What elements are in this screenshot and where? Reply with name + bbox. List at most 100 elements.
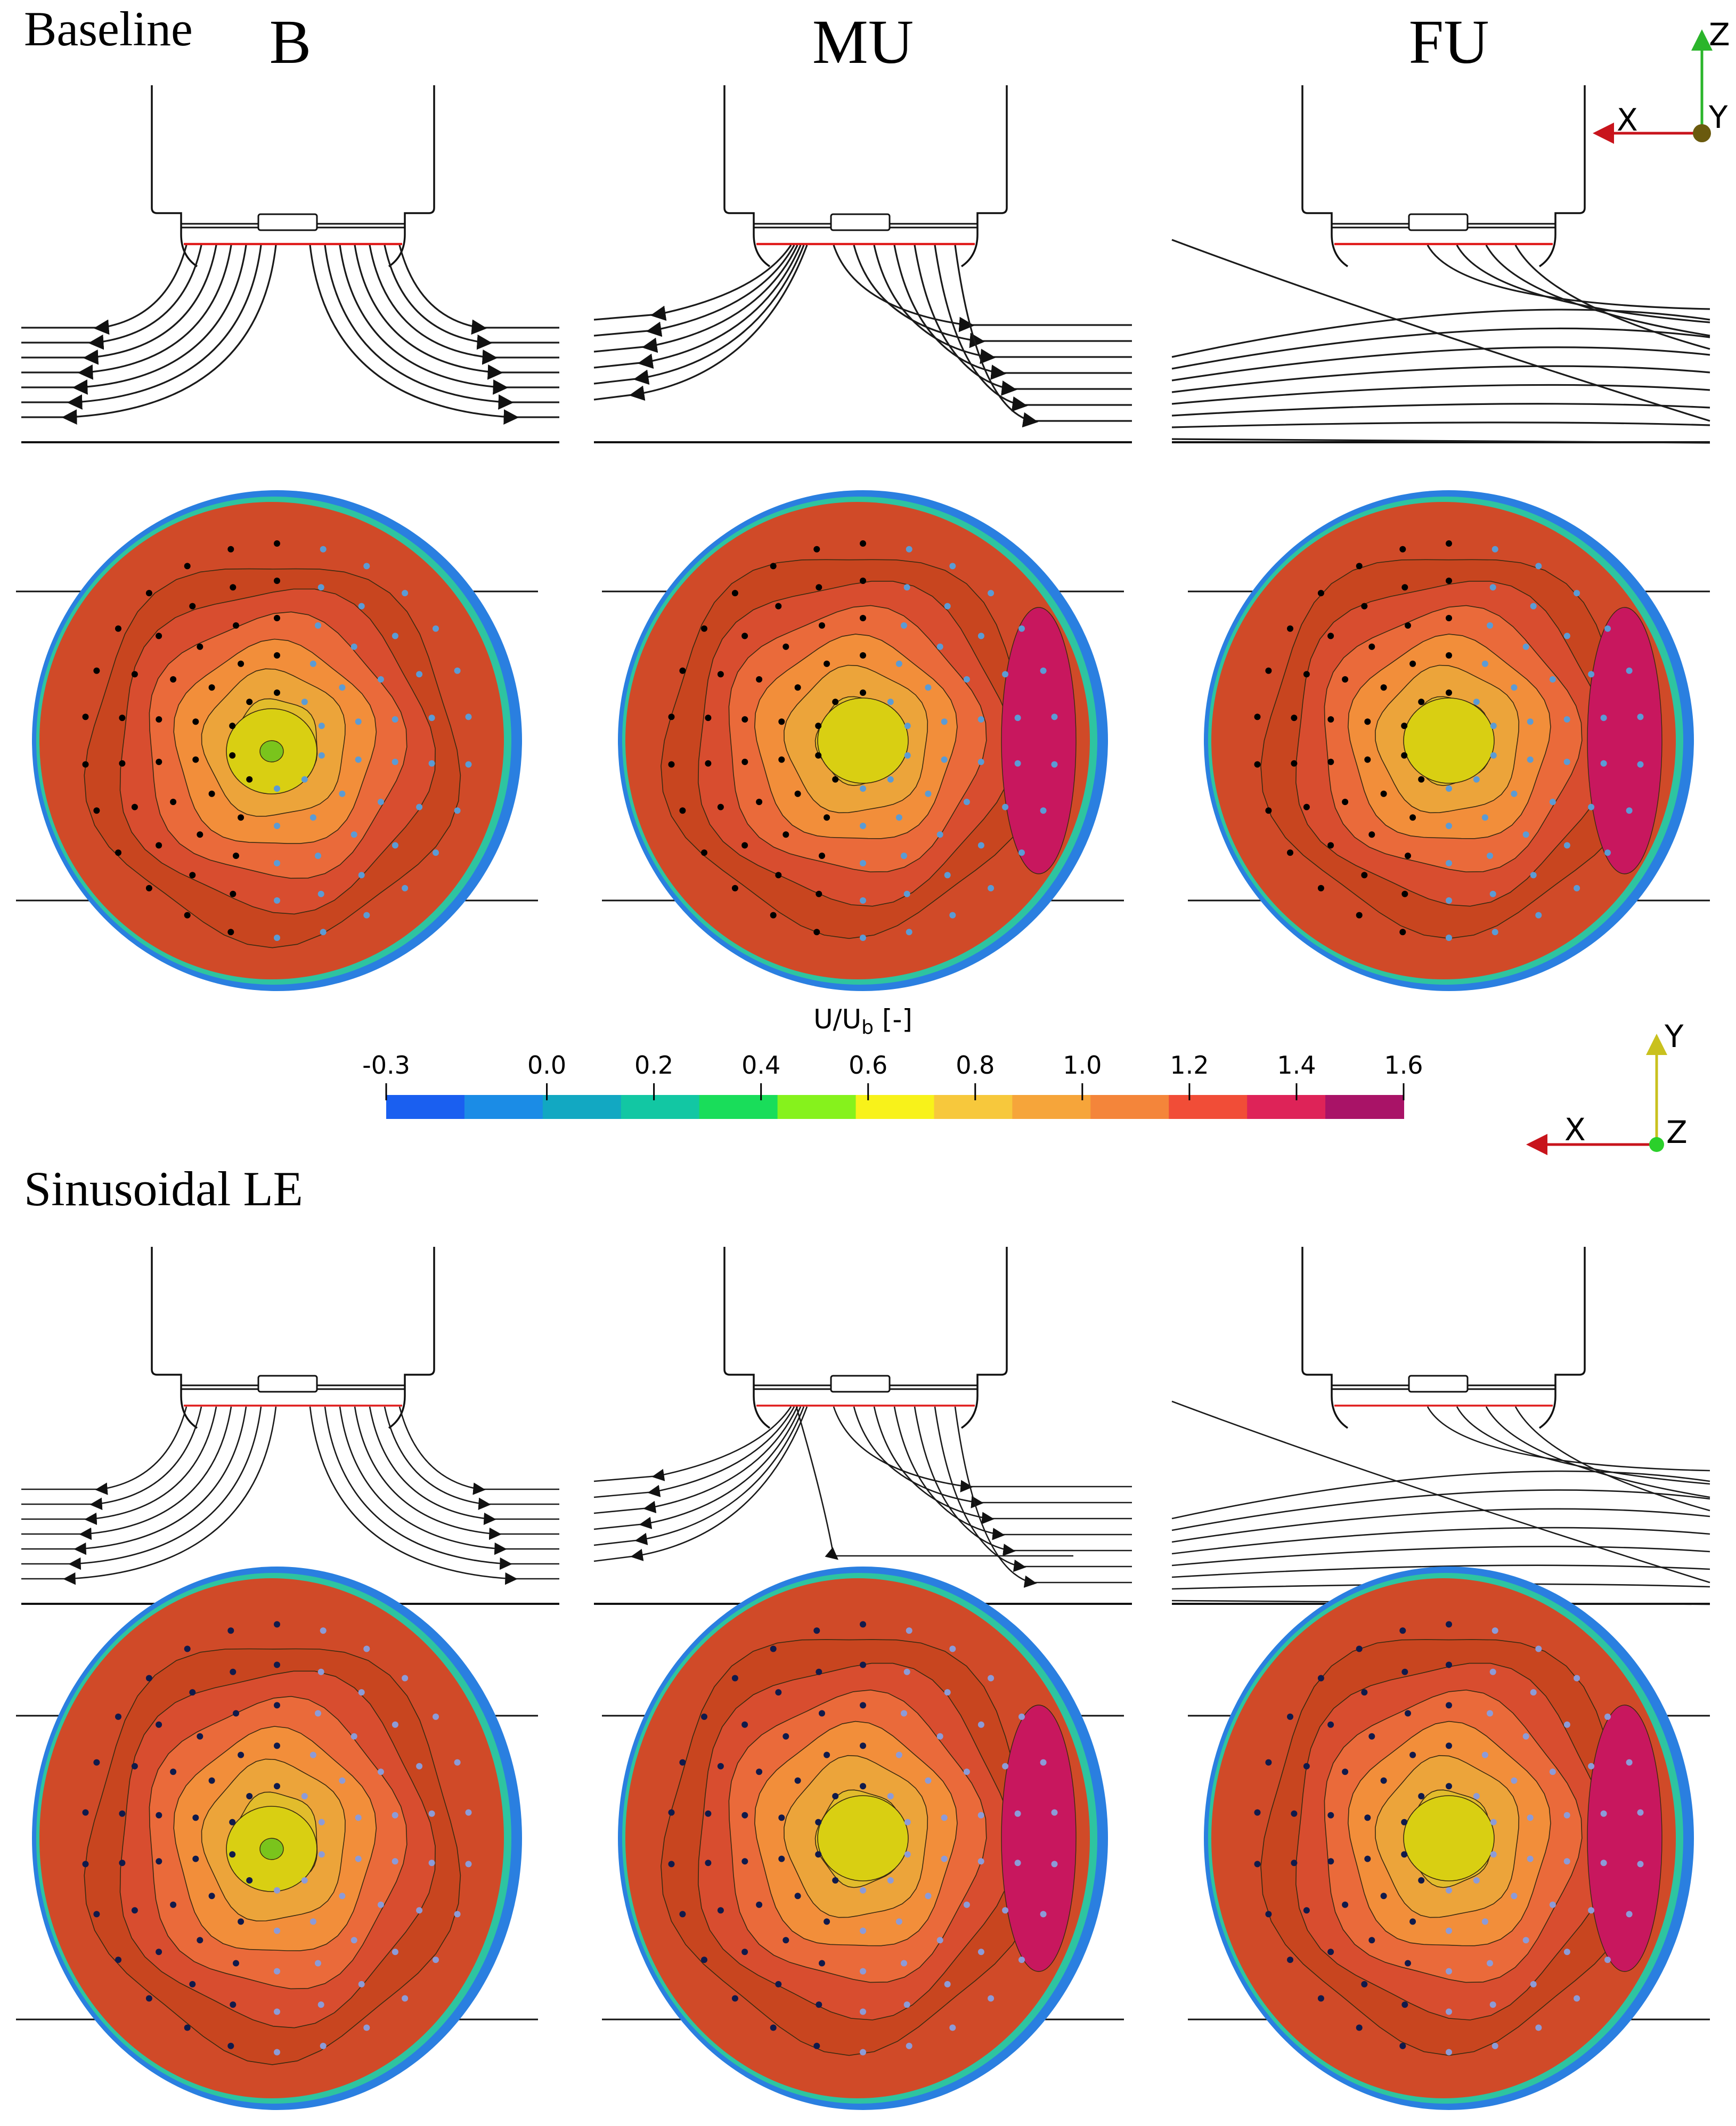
- advancing-blade-marker: [860, 2049, 866, 2056]
- advancing-blade-marker: [977, 632, 984, 639]
- advancing-blade-marker: [1490, 723, 1497, 729]
- advancing-blade-marker: [1626, 1759, 1633, 1766]
- advancing-blade-marker: [936, 1733, 943, 1740]
- retreating-blade-marker: [233, 1960, 239, 1967]
- retreating-blade-marker: [1342, 1768, 1349, 1775]
- retreating-blade-marker: [813, 2042, 820, 2049]
- colorbar-title: U/Ub [-]: [813, 1004, 912, 1038]
- advancing-blade-marker: [465, 761, 472, 768]
- advancing-blade-marker: [977, 1858, 984, 1865]
- colorbar-tick-label: 0.4: [741, 1051, 780, 1080]
- colorbar-swatch: [777, 1095, 857, 1119]
- advancing-blade-marker: [1051, 1861, 1058, 1868]
- retreating-blade-marker: [1418, 776, 1425, 783]
- advancing-blade-marker: [363, 912, 370, 919]
- duct-outline: [723, 85, 1008, 267]
- retreating-blade-marker: [1405, 622, 1411, 629]
- retreating-blade-marker: [238, 814, 244, 821]
- retreating-blade-marker: [1303, 671, 1310, 678]
- retreating-blade-marker: [208, 1893, 215, 1900]
- advancing-blade-marker: [315, 853, 321, 859]
- advancing-blade-marker: [1563, 1721, 1570, 1728]
- advancing-blade-marker: [433, 1713, 439, 1720]
- advancing-blade-marker: [941, 756, 948, 763]
- advancing-blade-marker: [941, 1855, 948, 1862]
- advancing-blade-marker: [1527, 1814, 1534, 1821]
- streamline: [593, 245, 792, 321]
- advancing-blade-marker: [901, 622, 907, 629]
- advancing-blade-marker: [1446, 785, 1452, 792]
- advancing-blade-marker: [309, 814, 316, 821]
- retreating-blade-marker: [82, 761, 89, 768]
- retreating-blade-marker: [274, 1742, 280, 1749]
- advancing-blade-marker: [274, 897, 280, 904]
- advancing-blade-marker: [355, 1855, 362, 1862]
- retreating-blade-marker: [189, 1981, 196, 1987]
- advancing-blade-marker: [358, 872, 365, 879]
- advancing-blade-marker: [1563, 716, 1570, 723]
- streamline: [369, 245, 559, 365]
- advancing-blade-marker: [1481, 814, 1488, 821]
- retreating-blade-marker: [717, 1907, 724, 1914]
- colorbar-tick-label: 1.6: [1384, 1051, 1423, 1080]
- retreating-blade-marker: [93, 1759, 100, 1766]
- streamline: [1171, 1546, 1710, 1567]
- advancing-blade-marker: [1018, 849, 1025, 856]
- retreating-blade-marker: [741, 1949, 748, 1955]
- retreating-blade-marker: [197, 1733, 203, 1740]
- retreating-blade-marker: [1291, 1860, 1298, 1867]
- retreating-blade-marker: [1361, 603, 1368, 610]
- streamline: [21, 245, 232, 380]
- advancing-blade-marker: [860, 897, 866, 904]
- column-header-mu: MU: [812, 7, 914, 77]
- streamline: [1171, 1527, 1710, 1555]
- advancing-blade-marker: [309, 1751, 316, 1758]
- retreating-blade-marker: [824, 1751, 830, 1758]
- advancing-blade-marker: [1446, 1887, 1452, 1894]
- advancing-blade-marker: [1530, 1981, 1537, 1987]
- rotor-hub: [830, 1375, 891, 1393]
- duct-outline: [723, 1247, 1008, 1429]
- retreating-blade-marker: [1327, 1812, 1334, 1819]
- streamline: [1171, 1400, 1710, 1584]
- advancing-blade-marker: [904, 1851, 911, 1858]
- advancing-blade-marker: [1490, 1851, 1497, 1858]
- retreating-blade-marker: [170, 1901, 177, 1908]
- retreating-blade-marker: [230, 890, 237, 897]
- colorbar: U/Ub [-] -0.3 0.0 0.2 0.4 0.6 0.8 1.0 1.2 1.4 1.6: [362, 1004, 1423, 1119]
- retreating-blade-marker: [813, 1627, 820, 1634]
- advancing-blade-marker: [1018, 1713, 1025, 1720]
- advancing-blade-marker: [901, 1960, 907, 1967]
- duct-outline: [1301, 1247, 1586, 1429]
- retreating-blade-marker: [1409, 1751, 1416, 1758]
- advancing-blade-marker: [392, 758, 398, 765]
- section-title-sinusoidal: Sinusoidal LE: [24, 1162, 303, 1216]
- advancing-blade-marker: [977, 842, 984, 849]
- retreating-blade-marker: [775, 872, 782, 879]
- advancing-blade-marker: [402, 1995, 409, 2002]
- retreating-blade-marker: [860, 1702, 866, 1709]
- streamline: [934, 1406, 1132, 1572]
- advancing-blade-marker: [906, 929, 912, 936]
- streamlines: [593, 245, 1132, 428]
- advancing-blade-marker: [465, 1861, 472, 1868]
- retreating-blade-marker: [679, 1911, 686, 1918]
- section-title-baseline: Baseline: [24, 2, 193, 56]
- contour-core-inner: [259, 1838, 284, 1860]
- retreating-blade-marker: [770, 912, 777, 919]
- advancing-blade-marker: [351, 1733, 357, 1740]
- advancing-blade-marker: [318, 723, 325, 729]
- retreating-blade-marker: [1399, 929, 1406, 936]
- advancing-blade-marker: [1574, 1995, 1580, 2002]
- advancing-blade-marker: [941, 718, 948, 725]
- advancing-blade-marker: [416, 671, 423, 678]
- advancing-blade-marker: [274, 1968, 280, 1975]
- retreating-blade-marker: [1446, 1742, 1452, 1749]
- contour-panel-fu-baseline: [1188, 490, 1710, 991]
- advancing-blade-marker: [860, 823, 866, 829]
- streamline: [324, 1406, 559, 1570]
- advancing-blade-marker: [274, 2008, 280, 2015]
- advancing-blade-marker: [906, 546, 912, 553]
- advancing-blade-marker: [392, 632, 398, 639]
- contour-panel-fu-sinusoidal: [1188, 1567, 1710, 2110]
